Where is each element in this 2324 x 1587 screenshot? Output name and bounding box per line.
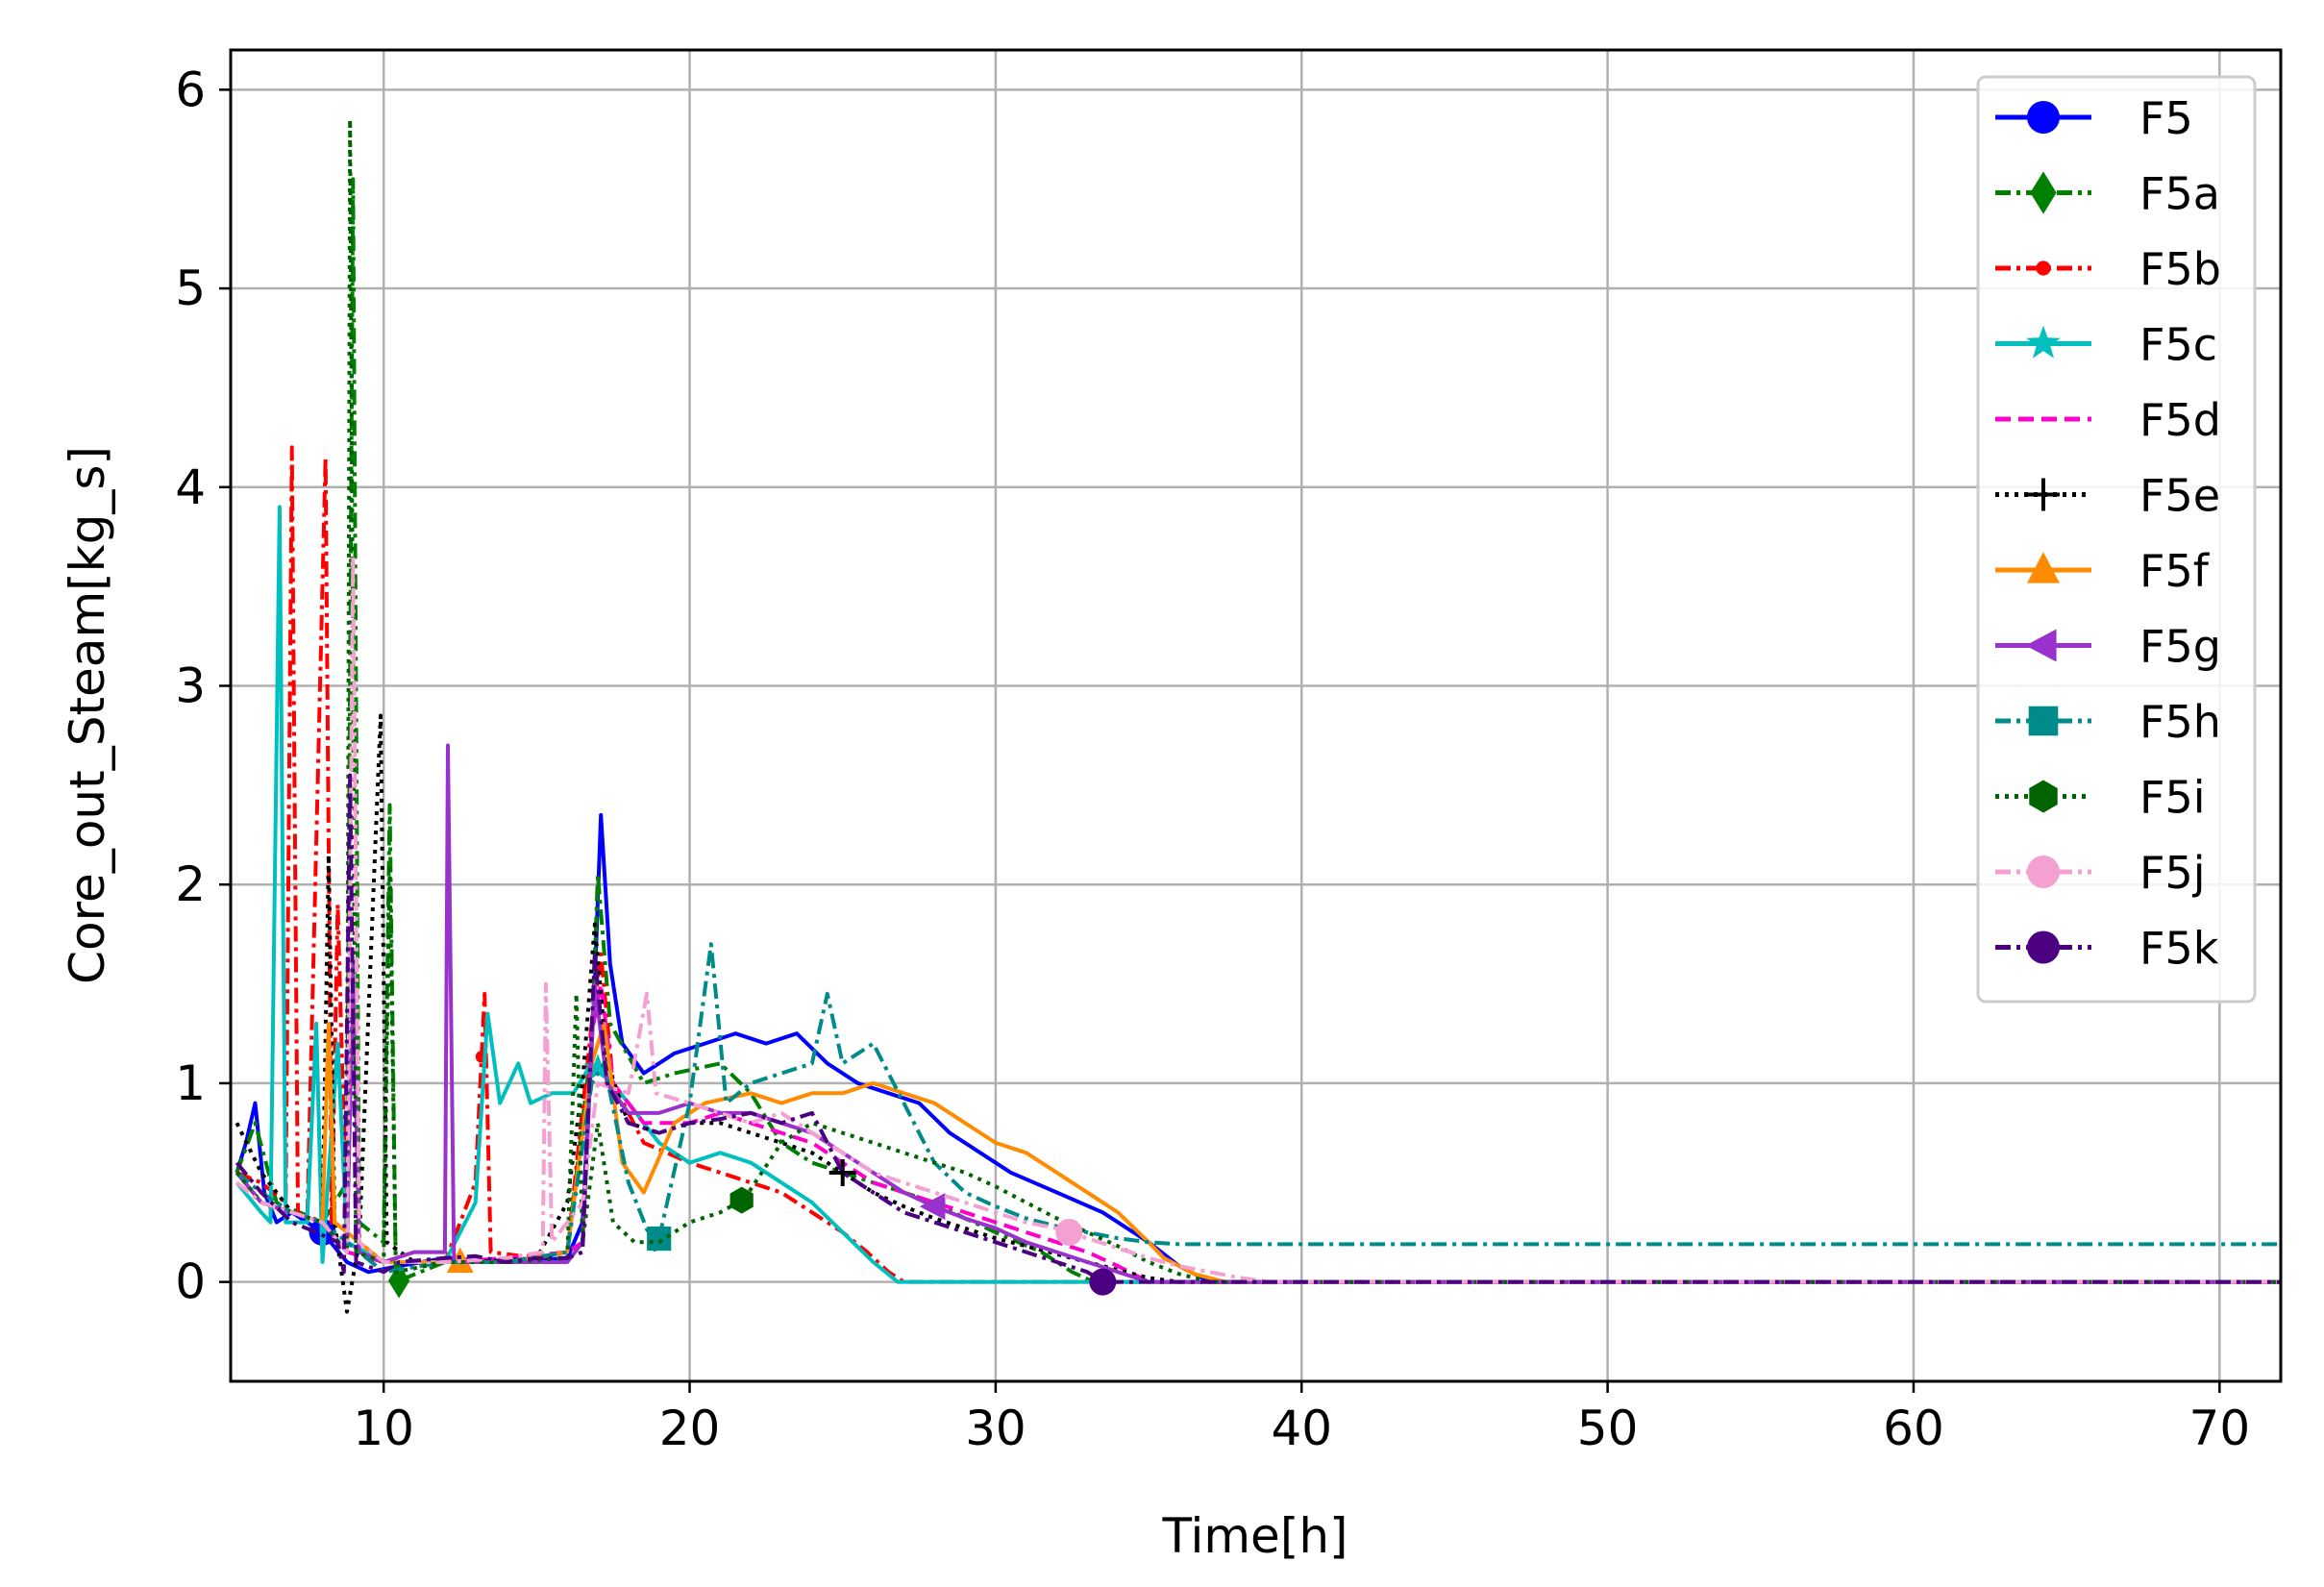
legend-label: F5a xyxy=(2139,168,2220,220)
y-axis-label: Core_out_Steam[kg_s] xyxy=(60,446,115,984)
legend-item: F5g xyxy=(1995,621,2221,673)
series-marker xyxy=(2036,260,2051,276)
legend-item: F5e xyxy=(1995,470,2220,522)
series-line xyxy=(235,505,2281,1284)
series-marker xyxy=(2027,855,2060,888)
legend-item: F5 xyxy=(1995,92,2193,144)
y-tick-label: 1 xyxy=(175,1055,206,1111)
legend-label: F5i xyxy=(2139,772,2206,824)
series-line xyxy=(235,445,2281,1284)
legend-label: F5k xyxy=(2139,923,2219,975)
legend-label: F5b xyxy=(2139,243,2221,295)
legend-item: F5b xyxy=(1995,243,2221,295)
series-line xyxy=(235,713,2281,1314)
legend-label: F5g xyxy=(2139,621,2221,673)
legend-label: F5 xyxy=(2139,92,2193,144)
legend-item: F5f xyxy=(1995,545,2211,597)
series-F5e xyxy=(235,713,2281,1314)
series-line xyxy=(235,555,2281,1284)
legend-label: F5j xyxy=(2139,847,2206,899)
series-marker xyxy=(2030,171,2057,214)
series-marker xyxy=(828,1158,856,1186)
series-marker xyxy=(2026,325,2061,359)
series-marker xyxy=(2027,552,2060,583)
legend-label: F5e xyxy=(2139,470,2220,522)
series-marker xyxy=(2028,706,2059,736)
legend-item: F5j xyxy=(1995,847,2206,899)
legend-frame xyxy=(1976,75,2257,1004)
series-F5c xyxy=(235,505,2281,1284)
series-marker xyxy=(2029,780,2058,813)
legend-item: F5c xyxy=(1995,319,2217,371)
series-marker xyxy=(1055,1218,1083,1246)
series-F5b xyxy=(235,445,2281,1284)
legend-label: F5d xyxy=(2139,394,2221,446)
series-marker xyxy=(1089,1268,1117,1296)
x-tick-label: 20 xyxy=(659,1401,721,1456)
series-marker xyxy=(919,1193,946,1221)
x-tick-label: 60 xyxy=(1883,1401,1944,1456)
series-line xyxy=(235,981,2281,1284)
series-line xyxy=(235,177,2281,1284)
grid-lines xyxy=(231,50,2281,1381)
legend: F5 F5a F5b F5c F5d F5e F5f F5g F5h F5i F5j F5k xyxy=(1976,75,2257,1004)
x-tick-label: 50 xyxy=(1577,1401,1639,1456)
y-axis: 0 1 2 3 4 5 6 xyxy=(175,62,231,1310)
legend-item: F5i xyxy=(1995,772,2206,824)
legend-item: F5h xyxy=(1995,696,2221,748)
series-marker xyxy=(2025,629,2057,662)
series-F5i xyxy=(235,117,2281,1284)
x-tick-label: 70 xyxy=(2189,1401,2251,1456)
series-F5d xyxy=(235,981,2281,1284)
series-F5k xyxy=(235,773,2281,1296)
legend-item: F5d xyxy=(1995,394,2221,446)
x-axis-label: Time[h] xyxy=(1161,1508,1347,1564)
y-tick-label: 3 xyxy=(175,657,206,713)
y-tick-label: 5 xyxy=(175,260,206,316)
series-marker xyxy=(2027,930,2060,964)
series-marker xyxy=(387,1263,410,1299)
series-F5j xyxy=(235,555,2281,1284)
legend-item: F5k xyxy=(1995,923,2219,975)
x-tick-label: 40 xyxy=(1271,1401,1332,1456)
x-axis: 10 20 30 40 50 60 70 xyxy=(353,1381,2250,1456)
legend-label: F5h xyxy=(2139,696,2221,748)
series-marker xyxy=(647,1226,672,1252)
series-marker xyxy=(2027,101,2060,134)
y-tick-label: 4 xyxy=(175,459,206,515)
plot-frame xyxy=(229,48,2283,1383)
series-layer xyxy=(235,117,2281,1314)
legend-label: F5c xyxy=(2139,319,2217,371)
series-marker xyxy=(729,1186,754,1214)
series-line xyxy=(235,773,2281,1284)
y-tick-label: 0 xyxy=(175,1254,206,1310)
x-tick-label: 10 xyxy=(353,1401,414,1456)
legend-label: F5f xyxy=(2139,545,2211,597)
series-marker xyxy=(583,1054,612,1080)
x-tick-label: 30 xyxy=(965,1401,1026,1456)
legend-item: F5a xyxy=(1995,168,2220,220)
y-tick-label: 2 xyxy=(175,856,206,912)
y-tick-label: 6 xyxy=(175,62,206,117)
series-marker xyxy=(2027,478,2060,511)
